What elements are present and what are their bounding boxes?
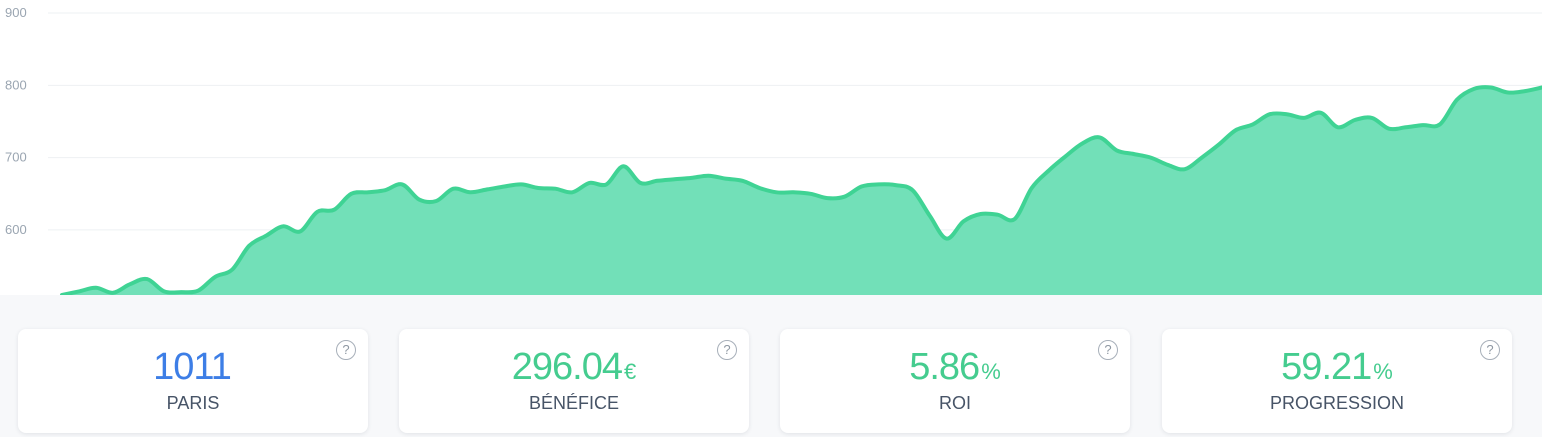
card-label: PROGRESSION <box>1269 393 1405 413</box>
stats-cards: 1011 PARIS ? 296.04€ BÉNÉFICE ? 5.86% RO… <box>0 295 1542 437</box>
help-icon[interactable]: ? <box>1480 340 1500 360</box>
help-icon[interactable]: ? <box>1098 340 1118 360</box>
card-label: BÉNÉFICE <box>528 393 620 413</box>
help-icon[interactable]: ? <box>717 340 737 360</box>
card-value-unit: € <box>623 359 637 384</box>
card-value-number: 296.04 <box>511 346 623 388</box>
card-label: PARIS <box>166 393 220 413</box>
card-value-number: 59.21 <box>1281 346 1372 388</box>
card-value-unit: % <box>981 359 1001 384</box>
card-progression: 59.21% PROGRESSION ? <box>1162 329 1512 433</box>
series-line <box>60 85 1542 295</box>
area-fill <box>62 87 1542 295</box>
help-icon[interactable]: ? <box>336 340 356 360</box>
card-value-number: 5.86 <box>909 346 980 388</box>
y-tick-label: 700 <box>5 150 27 165</box>
card-paris: 1011 PARIS ? <box>18 329 368 433</box>
card-value: 1011 <box>18 347 368 392</box>
card-benefice: 296.04€ BÉNÉFICE ? <box>399 329 749 433</box>
chart-panel: 900 800 700 600 <box>5 5 1542 295</box>
y-tick-label: 900 <box>5 5 27 20</box>
y-tick-label: 800 <box>5 77 27 92</box>
card-value-unit: % <box>1373 359 1393 384</box>
card-label: ROI <box>938 393 971 413</box>
card-value-number: 1011 <box>153 346 232 388</box>
card-roi: 5.86% ROI ? <box>780 329 1130 433</box>
y-tick-label: 600 <box>5 222 27 237</box>
card-value: 296.04€ <box>399 347 749 392</box>
card-value: 5.86% <box>780 347 1130 392</box>
area-chart: 900 800 700 600 <box>5 5 1542 295</box>
card-value: 59.21% <box>1162 347 1512 392</box>
